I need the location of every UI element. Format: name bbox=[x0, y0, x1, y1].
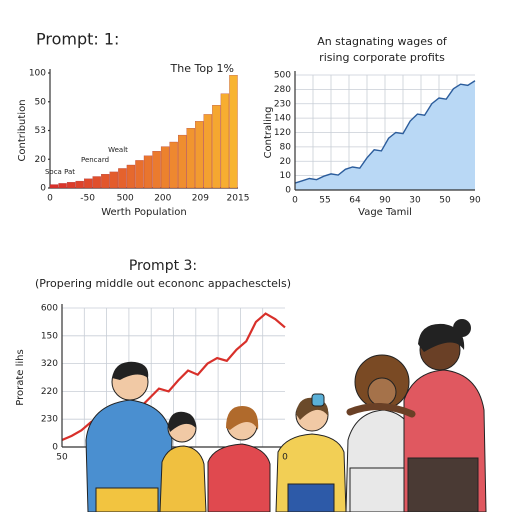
bar bbox=[220, 93, 230, 189]
bar bbox=[152, 151, 161, 189]
bar bbox=[109, 171, 119, 189]
y-tick-label: 500 bbox=[274, 71, 291, 81]
y-tick-label: 120 bbox=[274, 128, 291, 138]
y-tick-label: 20 bbox=[280, 157, 292, 167]
bar bbox=[66, 182, 76, 189]
x-tick-label: 0 bbox=[47, 194, 53, 204]
chart-title: Prompt: 1: bbox=[36, 30, 119, 49]
x-tick-label: 2015 bbox=[227, 194, 250, 204]
y-tick-label: 150 bbox=[41, 331, 58, 341]
note: Wealt bbox=[108, 146, 128, 154]
x-tick-label: 500 bbox=[117, 194, 134, 204]
y-tick-label: 53 bbox=[35, 126, 46, 136]
chart-subtitle: rising corporate profits bbox=[319, 51, 445, 64]
y-tick-label: 0 bbox=[285, 186, 291, 196]
x-tick-label: 90 bbox=[469, 196, 481, 206]
y-tick-label: 0 bbox=[52, 443, 58, 453]
x-axis-label: Vage Tamil bbox=[358, 207, 412, 218]
line bbox=[294, 80, 476, 184]
bar bbox=[195, 121, 204, 189]
y-tick-label: 140 bbox=[274, 114, 291, 124]
y-axis-label: Prorate lihs bbox=[15, 349, 26, 405]
y-axis-label: Contraling bbox=[263, 107, 274, 159]
x-tick-label: 0 bbox=[292, 196, 298, 206]
bar bbox=[143, 155, 153, 189]
y-tick-label: 320 bbox=[41, 359, 58, 369]
note: Soca Pat bbox=[45, 168, 75, 176]
x-tick-label: 0 bbox=[282, 453, 288, 463]
y-tick-label: 0 bbox=[40, 184, 46, 194]
y-tick-label: 10 bbox=[280, 171, 292, 181]
bar bbox=[178, 134, 187, 189]
note: Pencard bbox=[81, 156, 109, 164]
bar bbox=[92, 176, 101, 189]
x-tick-label: 30 bbox=[409, 196, 421, 206]
x-tick-label: 90 bbox=[379, 196, 391, 206]
bar bbox=[160, 146, 170, 189]
y-tick-label: 280 bbox=[274, 85, 291, 95]
y-tick-label: 80 bbox=[280, 142, 292, 152]
y-tick-label: 600 bbox=[41, 304, 58, 314]
x-tick-label: 50 bbox=[439, 196, 451, 206]
bar bbox=[169, 141, 178, 189]
y-tick-label: 100 bbox=[29, 69, 46, 79]
annotation: The Top 1% bbox=[170, 62, 234, 75]
x-tick-label: 50 bbox=[56, 453, 68, 463]
bar bbox=[126, 164, 136, 189]
bar bbox=[101, 174, 110, 189]
x-tick-label: 209 bbox=[192, 194, 209, 204]
bar bbox=[49, 184, 59, 189]
bar bbox=[84, 178, 93, 189]
chart-title: Prompt 3: bbox=[129, 258, 197, 274]
bar bbox=[229, 75, 238, 189]
x-tick-label: 64 bbox=[349, 196, 361, 206]
y-tick-label: 230 bbox=[41, 415, 58, 425]
bar bbox=[118, 168, 127, 189]
bar bbox=[212, 105, 221, 189]
bar bbox=[58, 183, 67, 189]
x-tick-label: 200 bbox=[154, 194, 171, 204]
y-tick-label: 230 bbox=[274, 99, 291, 109]
bar bbox=[75, 180, 84, 189]
chart-subtitle: (Propering middle out econonc appachesct… bbox=[35, 277, 291, 290]
y-tick-label: 20 bbox=[35, 155, 47, 165]
bar bbox=[203, 114, 213, 189]
y-tick-label: 50 bbox=[35, 97, 47, 107]
y-axis-label: Contribution bbox=[17, 99, 28, 161]
bar bbox=[186, 128, 195, 189]
x-axis-label: Werth Population bbox=[101, 207, 187, 218]
area bbox=[295, 80, 475, 190]
bar bbox=[135, 160, 144, 189]
x-tick-label: 55 bbox=[319, 196, 330, 206]
x-tick-label: -50 bbox=[80, 194, 95, 204]
y-tick-label: 220 bbox=[41, 387, 58, 397]
people-illustration bbox=[85, 319, 487, 512]
chart-title: An stagnating wages of bbox=[317, 35, 448, 48]
